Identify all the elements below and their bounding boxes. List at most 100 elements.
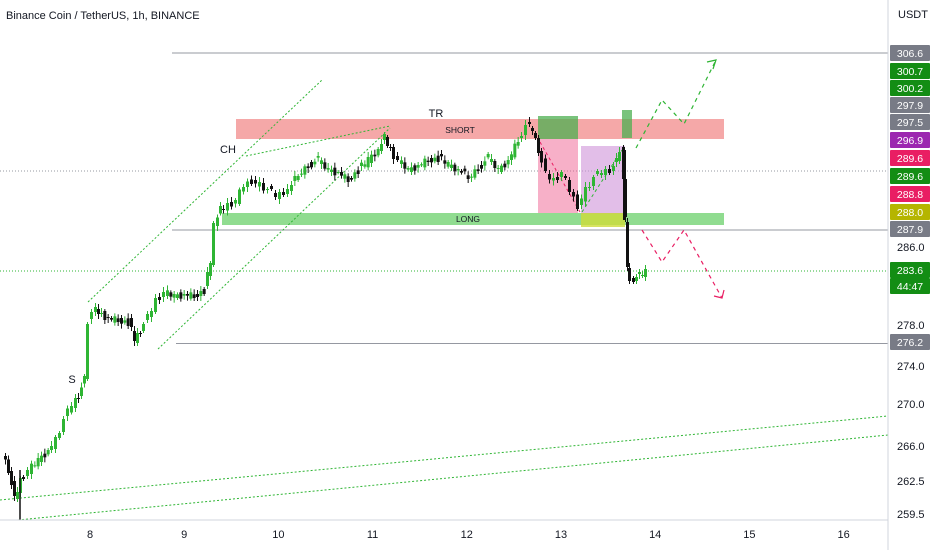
projection-arrows xyxy=(635,59,725,299)
candle-body xyxy=(303,166,307,175)
candle-body xyxy=(282,192,285,195)
candle-body xyxy=(166,290,169,296)
candle-body xyxy=(626,222,629,267)
candle-body xyxy=(54,437,57,449)
candle-body xyxy=(100,313,103,314)
candle-body xyxy=(146,314,149,320)
candle-body xyxy=(77,398,80,399)
candle-body xyxy=(296,176,300,180)
candle-body xyxy=(50,446,53,450)
candle-body xyxy=(353,172,357,179)
candle-body xyxy=(43,453,47,458)
price-badge xyxy=(890,63,930,79)
candle-body xyxy=(179,292,183,299)
candle-body xyxy=(300,173,303,175)
price-badge xyxy=(890,262,930,278)
candle-body xyxy=(120,318,123,324)
candle-body xyxy=(531,128,534,131)
candle-body xyxy=(534,133,537,138)
long-zone-label: LONG xyxy=(456,214,480,224)
candle-body xyxy=(158,297,161,300)
candle-body xyxy=(226,203,229,211)
candle-body xyxy=(286,189,289,194)
candle-body xyxy=(110,318,113,320)
candle-body xyxy=(133,331,136,341)
candle-body xyxy=(537,138,540,153)
candle-body xyxy=(476,169,480,171)
candle-body xyxy=(113,316,117,323)
candle-body xyxy=(333,167,337,176)
candle-body xyxy=(30,463,33,474)
candle-body xyxy=(270,186,273,189)
candle-body xyxy=(74,398,77,408)
candle-body xyxy=(7,459,10,473)
candle-body xyxy=(66,408,69,416)
price-badge-label: 288.0 xyxy=(897,207,923,219)
candle-body xyxy=(612,166,615,171)
candle-body xyxy=(323,162,327,169)
candle-body xyxy=(510,154,513,160)
candle-body xyxy=(26,470,29,476)
candle-body xyxy=(199,291,203,296)
candle-body xyxy=(383,134,386,140)
price-badge xyxy=(890,45,930,61)
candle-body xyxy=(443,160,447,164)
candle-body xyxy=(36,458,40,467)
price-badge-label: 44:47 xyxy=(897,281,923,293)
candle-body xyxy=(592,177,595,186)
candle-body xyxy=(366,157,370,168)
candle-body xyxy=(548,174,551,180)
candle-body xyxy=(70,406,73,413)
candle-body xyxy=(576,194,579,209)
trend-channel-line xyxy=(0,415,889,501)
candle-body xyxy=(600,173,603,175)
candle-body xyxy=(516,142,520,146)
candle-body xyxy=(206,272,209,286)
candle-body xyxy=(360,162,363,166)
price-badge xyxy=(890,132,930,148)
short-target-box xyxy=(538,116,578,139)
x-tick-label: 12 xyxy=(461,529,473,541)
candle-body xyxy=(433,157,437,162)
y-tick-label: 266.0 xyxy=(897,441,925,453)
candle-body xyxy=(430,158,433,163)
price-badge xyxy=(890,150,930,166)
candle-body xyxy=(192,294,196,298)
candle-body xyxy=(83,376,86,384)
bullish-arrowhead xyxy=(706,59,717,70)
trend-channel-line xyxy=(245,125,391,157)
candle-body xyxy=(463,168,467,172)
ch-label: CH xyxy=(220,144,236,156)
candle-body xyxy=(186,294,189,296)
candle-body xyxy=(540,151,543,163)
candle-body xyxy=(635,277,638,281)
candle-body xyxy=(212,223,215,265)
candle-body xyxy=(230,202,233,207)
bullish-projection-arrow xyxy=(635,59,717,149)
short-zone xyxy=(236,119,724,139)
candle-body xyxy=(473,169,477,178)
candle-body xyxy=(346,176,350,182)
trend-channel-line xyxy=(17,434,889,521)
candle-body xyxy=(306,166,310,168)
price-badge-label: 297.5 xyxy=(897,117,923,129)
candle-body xyxy=(356,170,360,174)
candle-body xyxy=(172,294,176,298)
candle-body xyxy=(10,471,13,485)
x-tick-label: 10 xyxy=(272,529,284,541)
x-tick-label: 15 xyxy=(743,529,755,541)
candle-body xyxy=(580,198,583,205)
candle-body xyxy=(162,292,165,297)
candle-body xyxy=(350,178,353,180)
candle-body xyxy=(460,171,463,173)
candle-body xyxy=(632,278,635,282)
candle-body xyxy=(340,172,343,176)
y-tick-label: 259.5 xyxy=(897,509,925,521)
x-tick-label: 11 xyxy=(367,529,378,541)
candle-body xyxy=(106,317,110,318)
candle-body xyxy=(316,156,320,158)
candle-body xyxy=(136,333,139,343)
candle-body xyxy=(216,217,219,226)
candle-body xyxy=(370,154,373,163)
